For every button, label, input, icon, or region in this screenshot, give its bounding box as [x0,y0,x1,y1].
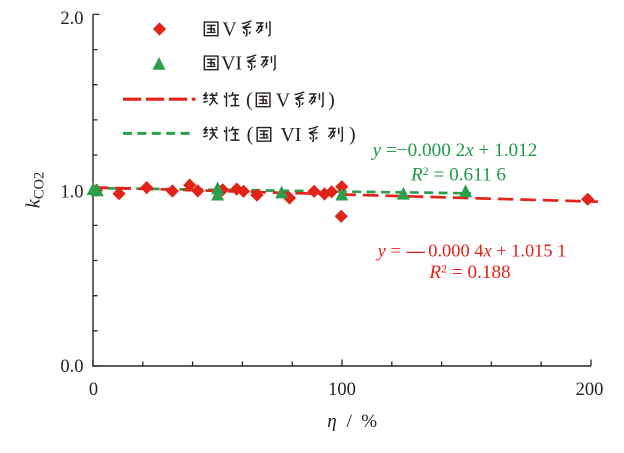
svg-text:): ) [328,89,335,111]
svg-text:/: / [347,411,353,432]
svg-text:VI: VI [280,124,301,146]
svg-text:V: V [276,90,291,112]
svg-text:VI: VI [221,53,242,75]
svg-text:y = —0.000 4x + 1.015 1: y = —0.000 4x + 1.015 1 [376,240,567,260]
svg-text:200: 200 [576,380,604,400]
svg-text:0: 0 [89,380,98,400]
svg-text:y =−0.000 2x + 1.012: y =−0.000 2x + 1.012 [371,140,538,161]
svg-text:R2 = 0.611 6: R2 = 0.611 6 [410,164,506,186]
svg-text:100: 100 [328,380,356,400]
svg-text:): ) [349,124,356,146]
svg-text:(: ( [247,124,254,146]
svg-text:2.0: 2.0 [60,9,83,29]
svg-text:kCO2: kCO2 [23,172,48,209]
svg-text:%: % [361,411,377,432]
svg-text:(: ( [246,89,253,111]
svg-text:0.0: 0.0 [60,357,83,377]
svg-text:R2 = 0.188: R2 = 0.188 [428,262,510,284]
svg-text:η: η [327,411,336,432]
svg-text:V: V [222,19,237,41]
svg-text:1.0: 1.0 [60,183,83,203]
